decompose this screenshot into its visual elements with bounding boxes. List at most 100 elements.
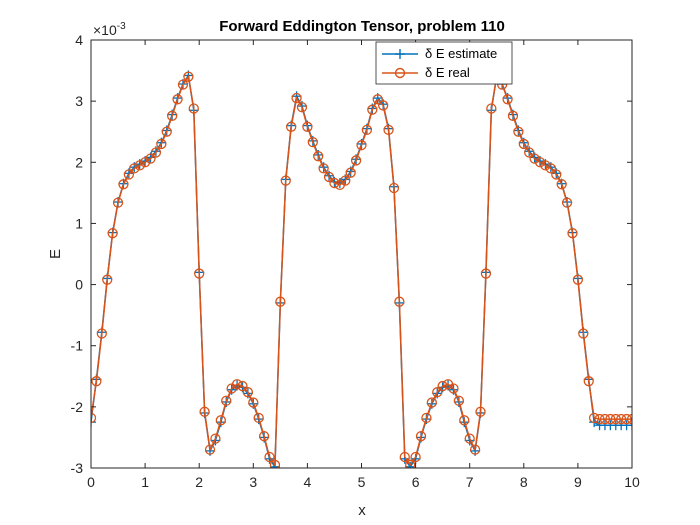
- x-tick-label: 8: [520, 474, 528, 490]
- data-point-circle: [534, 157, 546, 168]
- data-point-circle: [134, 160, 145, 171]
- series-layer: [91, 70, 632, 468]
- x-axis: 0 1 2 3 4 5 6 7 8 9 10: [87, 40, 640, 490]
- data-point-circle: [145, 153, 156, 164]
- data-point-circle: [486, 103, 497, 114]
- data-point-circle: [345, 167, 356, 178]
- x-tick-label: 7: [466, 474, 474, 490]
- y-exponent-power: -3: [117, 21, 126, 32]
- data-point-circle: [356, 140, 367, 151]
- data-point-circle: [329, 177, 340, 189]
- data-point-circle: [588, 412, 600, 424]
- data-point-circle: [129, 163, 140, 174]
- data-point-circle: [96, 328, 107, 339]
- data-point-circle: [432, 387, 443, 398]
- data-point-circle: [248, 397, 259, 408]
- data-point-circle: [264, 451, 275, 463]
- data-point-circle: [551, 169, 562, 180]
- data-point-circle: [177, 79, 189, 90]
- data-point-circle: [102, 274, 113, 285]
- legend-marker-estimate: [395, 49, 405, 59]
- y-tick-label: 0: [75, 277, 83, 293]
- data-point-circle: [513, 126, 524, 137]
- data-point-circle: [605, 413, 616, 425]
- data-point-circle: [91, 412, 97, 424]
- data-point-circle: [231, 379, 243, 390]
- data-point-circle: [518, 138, 529, 150]
- y-axis: -3 -2 -1 0 1 2 3 4: [71, 32, 632, 476]
- data-point-circle: [210, 433, 221, 444]
- data-point-circle: [475, 406, 486, 417]
- data-point-circle: [524, 147, 535, 158]
- data-point-circle: [258, 431, 270, 442]
- data-point-circle: [242, 387, 254, 398]
- data-point-plus: [405, 461, 416, 468]
- data-point-circle: [269, 459, 281, 468]
- data-point-circle: [578, 328, 589, 339]
- legend-label-real: δ E real: [425, 65, 470, 80]
- data-point-circle: [415, 431, 427, 442]
- data-point-circle: [350, 155, 362, 166]
- data-point-circle: [421, 412, 432, 424]
- x-tick-label: 4: [304, 474, 312, 490]
- x-tick-label: 10: [624, 474, 640, 490]
- data-point-circle: [561, 197, 573, 208]
- data-point-circle: [280, 175, 291, 186]
- y-tick-label: 2: [75, 154, 83, 170]
- data-point-circle: [459, 415, 470, 426]
- data-point-circle: [448, 383, 459, 394]
- y-tick-label: -2: [71, 399, 84, 415]
- data-point-circle: [399, 451, 410, 463]
- data-point-circle: [156, 138, 167, 150]
- data-point-circle: [377, 100, 389, 111]
- data-point-circle: [556, 179, 567, 190]
- legend-marker-real: [394, 67, 406, 79]
- data-point-circle: [410, 451, 421, 463]
- x-tick-label: 2: [195, 474, 203, 490]
- y-tick-label: 1: [75, 215, 83, 231]
- data-point-circle: [118, 179, 129, 190]
- data-point-circle: [340, 175, 351, 186]
- data-point-circle: [480, 268, 492, 279]
- legend-label-estimate: δ E estimate: [425, 46, 497, 61]
- data-point-plus: [627, 420, 632, 431]
- data-point-circle: [302, 121, 313, 132]
- y-tick-label: 3: [75, 93, 83, 109]
- data-point-circle: [507, 110, 519, 121]
- data-point-circle: [194, 268, 205, 279]
- data-point-circle: [594, 413, 605, 425]
- data-point-circle: [307, 136, 318, 148]
- data-point-circle: [469, 444, 481, 455]
- data-point-circle: [183, 71, 194, 82]
- data-point-circle: [426, 397, 437, 408]
- data-point-circle: [161, 126, 172, 137]
- data-point-circle: [502, 94, 513, 105]
- data-point-circle: [453, 395, 465, 406]
- data-point-circle: [204, 444, 216, 455]
- y-exponent-base: ×10: [93, 22, 117, 38]
- data-point-circle: [540, 160, 551, 171]
- y-exponent-label: ×10-3: [93, 21, 126, 38]
- data-point-circle: [626, 413, 632, 425]
- x-tick-label: 5: [358, 474, 366, 490]
- y-axis-label: E: [47, 249, 64, 259]
- data-point-circle: [583, 376, 594, 387]
- data-point-circle: [139, 157, 151, 168]
- data-point-circle: [221, 395, 232, 406]
- data-point-circle: [199, 406, 210, 417]
- data-point-circle: [318, 163, 329, 174]
- data-point-circle: [545, 163, 556, 174]
- data-point-circle: [529, 153, 540, 164]
- data-point-circle: [464, 433, 475, 444]
- data-point-circle: [286, 121, 297, 132]
- data-point-circle: [367, 104, 378, 115]
- data-point-circle: [621, 413, 632, 425]
- y-tick-label: -1: [71, 338, 84, 354]
- data-point-circle: [394, 296, 405, 307]
- x-tick-label: 3: [249, 474, 257, 490]
- data-point-circle: [405, 459, 416, 468]
- data-point-circle: [313, 151, 324, 162]
- x-tick-label: 1: [141, 474, 149, 490]
- data-point-circle: [291, 92, 302, 104]
